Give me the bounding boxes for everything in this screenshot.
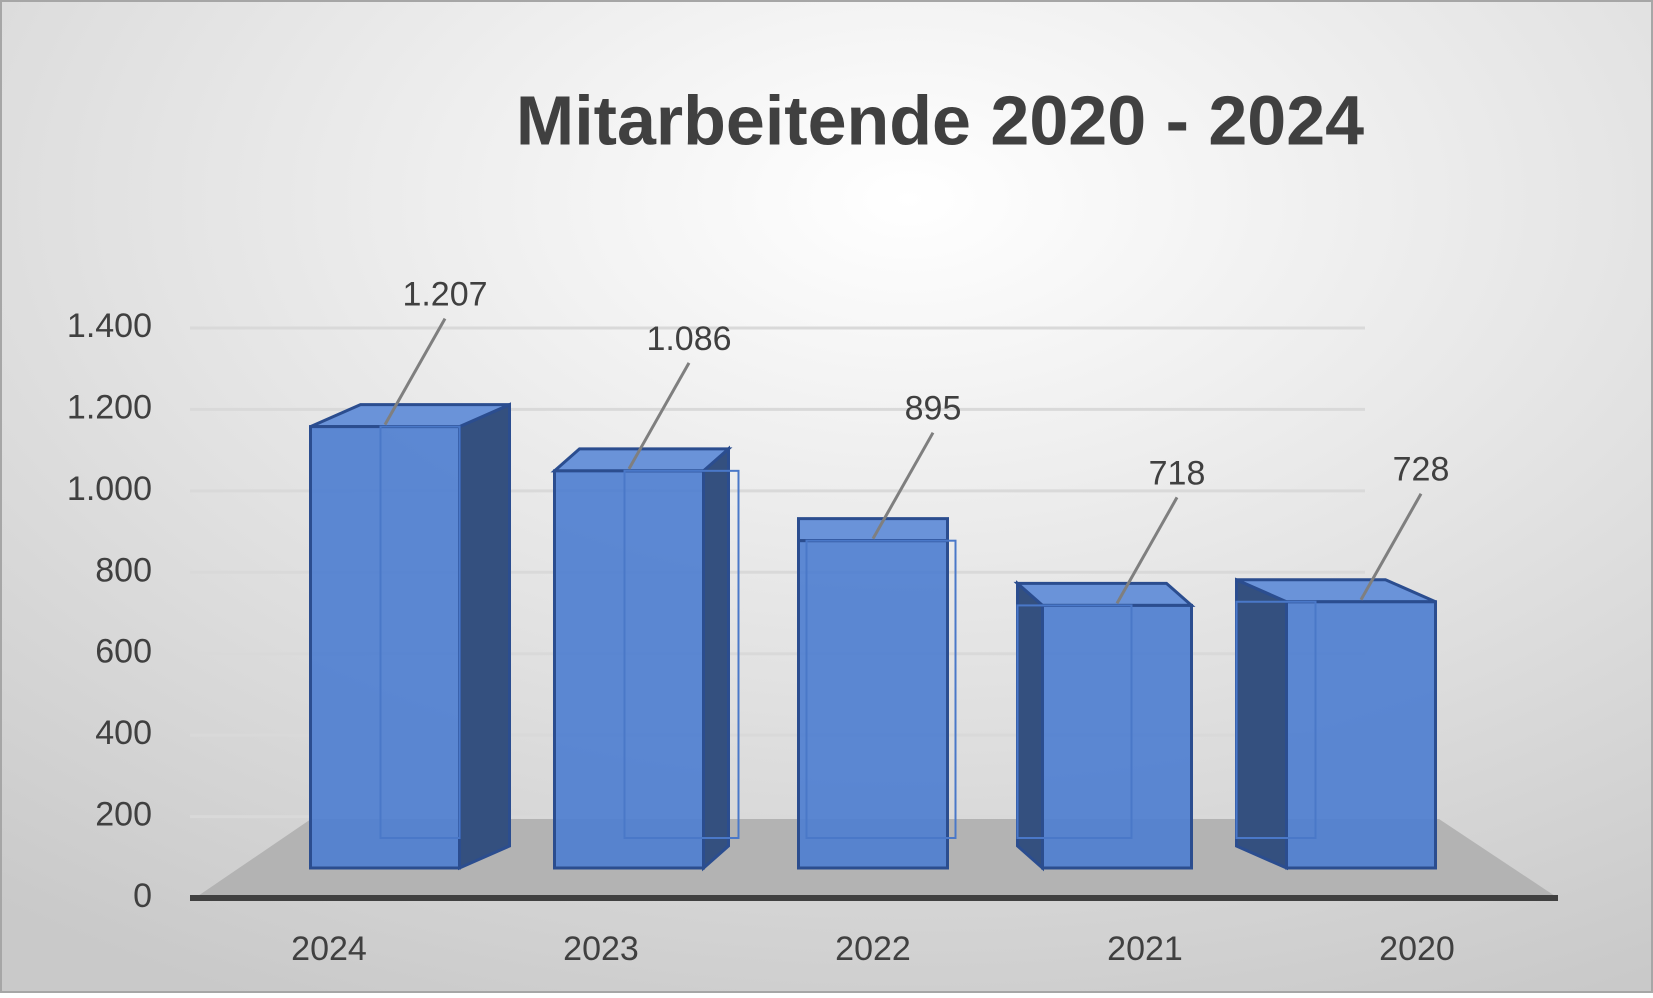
- y-tick-label: 1.000: [67, 470, 152, 508]
- y-tick-label: 0: [133, 877, 152, 915]
- bar: [797, 539, 949, 870]
- bar-top: [550, 447, 733, 473]
- bar-inner: [1016, 604, 1133, 839]
- bar-inner: [1235, 600, 1317, 840]
- chart-title: Mitarbeitende 2020 - 2024: [516, 81, 1364, 159]
- bar-inner: [623, 469, 740, 839]
- bar-side: [702, 445, 730, 872]
- y-tick-label: 800: [95, 551, 152, 589]
- bar: [553, 469, 705, 870]
- y-tick-label: 1.400: [67, 307, 152, 345]
- x-tick-label: 2021: [1107, 930, 1183, 968]
- bar: [1285, 600, 1437, 870]
- y-tick-label: 1.200: [67, 388, 152, 426]
- y-tick-label: 600: [95, 633, 152, 671]
- bar: [1041, 603, 1193, 870]
- y-tick-label: 200: [95, 796, 152, 834]
- bar-side: [1235, 577, 1288, 871]
- y-tick-label: 400: [95, 714, 152, 752]
- x-tick-label: 2023: [563, 930, 639, 968]
- x-tick-label: 2024: [291, 930, 367, 968]
- bar-side: [458, 402, 511, 871]
- leader-line: [627, 362, 691, 470]
- leader-line: [1115, 496, 1179, 605]
- bar-inner: [379, 425, 461, 839]
- bar-inner: [805, 539, 957, 840]
- value-label: 728: [1393, 451, 1450, 489]
- leader-line: [383, 317, 447, 426]
- value-label: 895: [905, 390, 962, 428]
- leader-line: [871, 431, 935, 540]
- leader-line: [1359, 493, 1423, 601]
- value-label: 718: [1149, 454, 1206, 492]
- x-tick-label: 2020: [1379, 930, 1455, 968]
- bar: [309, 425, 461, 870]
- bars: 1.207 1.086 895 718 728: [309, 276, 1450, 872]
- value-label: 1.207: [402, 276, 487, 314]
- x-tick-label: 2022: [835, 930, 911, 968]
- bar-top: [1013, 581, 1196, 607]
- value-label: 1.086: [646, 320, 731, 358]
- bar-side: [1016, 580, 1044, 872]
